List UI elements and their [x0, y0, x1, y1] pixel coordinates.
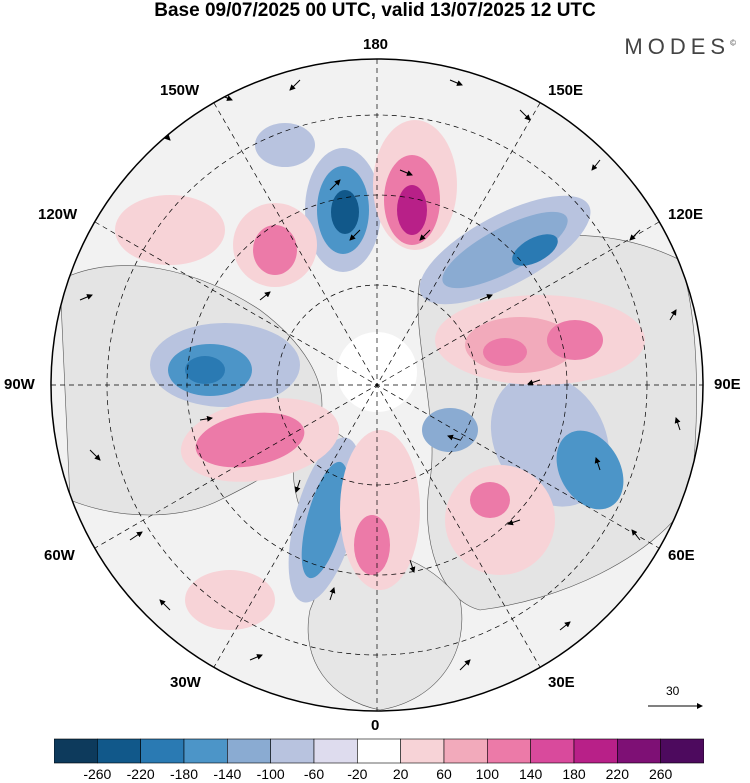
colorbar-tick-label: -20	[347, 766, 368, 782]
lon-label-60e: 60E	[668, 547, 695, 564]
colorbar-tick-label: -140	[213, 766, 242, 782]
modes-logo: MODES©	[624, 34, 736, 59]
colorbar-tick-label: 100	[475, 766, 500, 782]
colorbar-tick-label: 140	[518, 766, 543, 782]
colorbar	[54, 738, 704, 764]
colorbar-tick-label: -100	[256, 766, 285, 782]
lon-label-right: 90E	[714, 376, 741, 393]
positive-anomalies	[115, 120, 645, 630]
colorbar-swatch	[617, 738, 661, 764]
colorbar-tick-label: 60	[436, 766, 452, 782]
colorbar-swatch	[530, 738, 575, 764]
lon-label-left: 90W	[4, 376, 35, 393]
colorbar-swatch	[400, 738, 445, 764]
reference-vector-label: 30	[666, 684, 680, 698]
colorbar-tick-label: 260	[648, 766, 673, 782]
colorbar-swatch	[97, 738, 141, 764]
colorbar-swatch	[573, 738, 618, 764]
colorbar-tick-label: -180	[169, 766, 199, 782]
lon-label-60w: 60W	[44, 547, 75, 564]
colorbar-swatch	[660, 738, 704, 764]
colorbar-tick-label: 20	[392, 766, 409, 782]
lon-label-150w: 150W	[160, 82, 200, 99]
lon-label-120e: 120E	[668, 206, 704, 223]
colorbar-swatch	[227, 738, 271, 764]
lon-label-30w: 30W	[170, 674, 201, 691]
colorbar-swatch	[313, 738, 358, 764]
wind-vectors	[79, 79, 681, 671]
lon-label-top: 180	[363, 36, 389, 53]
lon-label-150e: 150E	[548, 82, 584, 99]
colorbar-tick-label: -60	[303, 766, 325, 782]
colorbar-tick-label: -260	[83, 766, 112, 782]
map-boundary	[50, 58, 704, 712]
lon-label-bottom: 0	[371, 717, 380, 734]
anomaly-field	[51, 59, 703, 711]
colorbar-swatch	[487, 738, 531, 764]
map-title: Base 09/07/2025 00 UTC, valid 13/07/2025…	[154, 0, 596, 21]
colorbar-swatch	[443, 738, 488, 764]
colorbar-swatch	[183, 738, 228, 764]
polar-stereographic-map	[50, 58, 704, 712]
colorbar-swatch	[54, 738, 98, 764]
graticule	[51, 59, 703, 711]
lon-label-30e: 30E	[548, 674, 575, 691]
colorbar-tick-label: 220	[605, 766, 630, 782]
colorbar-tick-label: 180	[562, 766, 586, 782]
colorbar-tick-label: -220	[126, 766, 155, 782]
colorbar-swatch	[357, 738, 401, 764]
colorbar-swatch	[270, 738, 315, 764]
lon-label-120w: 120W	[38, 206, 78, 223]
colorbar-swatch	[140, 738, 185, 764]
